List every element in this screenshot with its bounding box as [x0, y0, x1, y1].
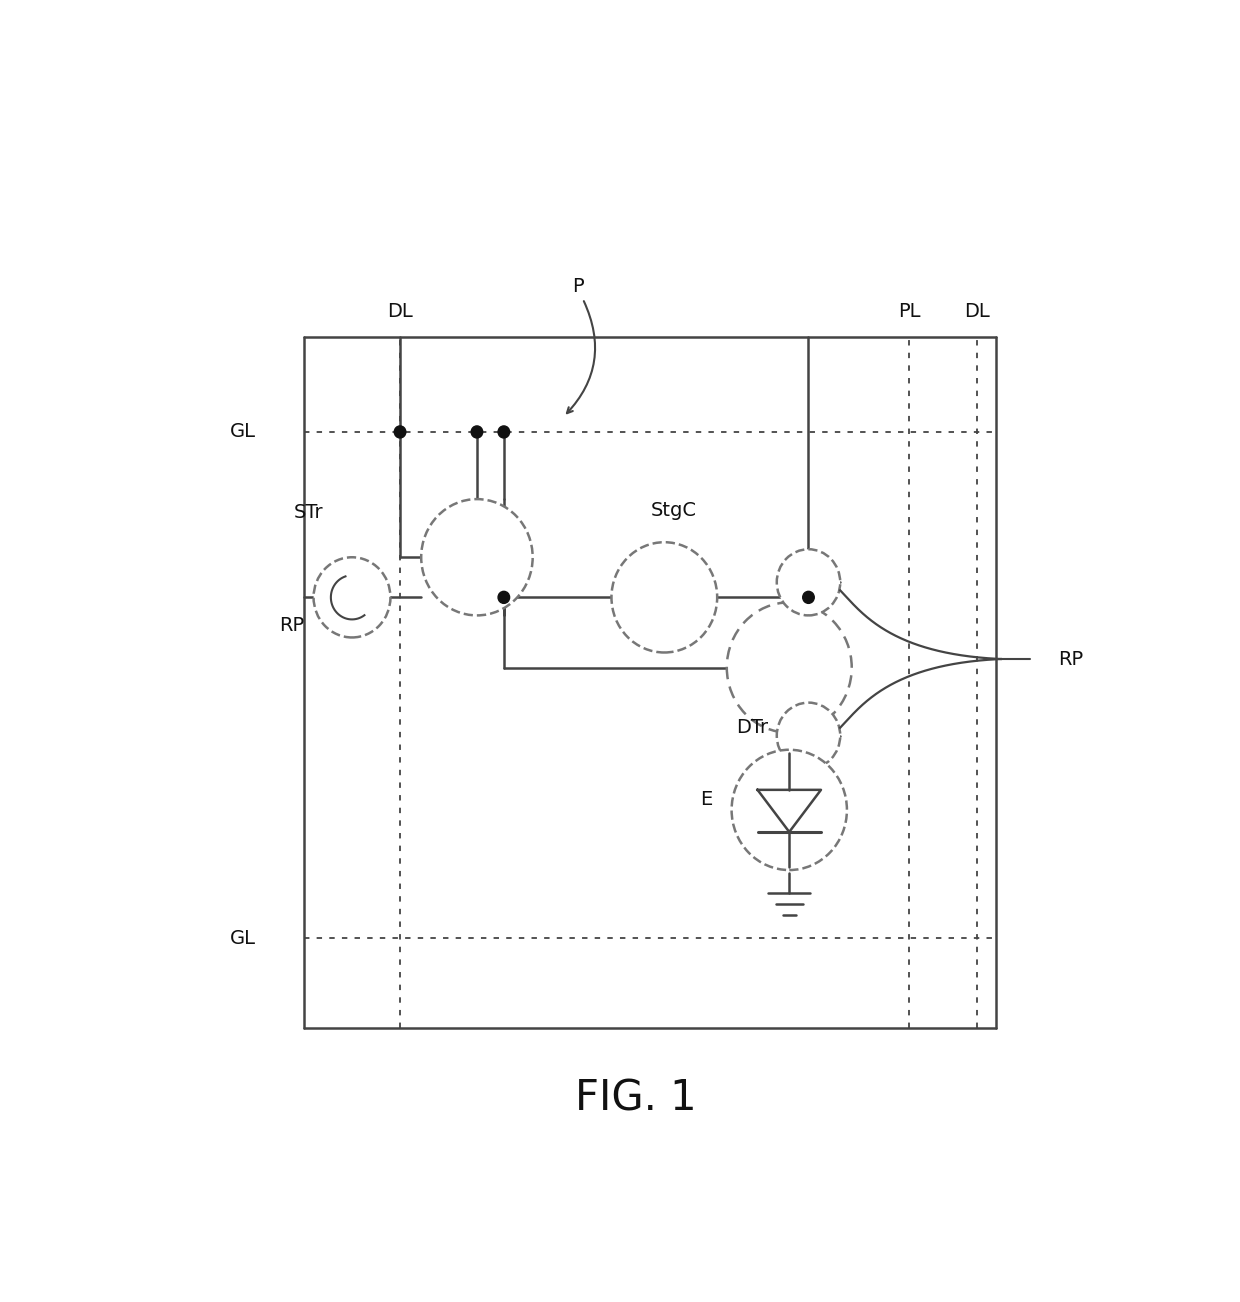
Circle shape [776, 549, 841, 616]
Circle shape [498, 591, 510, 603]
Circle shape [732, 750, 847, 870]
Text: E: E [701, 790, 713, 810]
Text: RP: RP [279, 616, 304, 635]
Circle shape [422, 499, 533, 616]
Circle shape [727, 603, 852, 733]
Circle shape [498, 426, 510, 437]
Circle shape [776, 703, 841, 768]
Text: PL: PL [898, 302, 920, 322]
Text: RP: RP [1058, 650, 1084, 668]
Text: DL: DL [387, 302, 413, 322]
Text: GL: GL [229, 928, 255, 948]
Text: FIG. 1: FIG. 1 [574, 1078, 697, 1120]
Text: P: P [572, 277, 584, 296]
Text: DL: DL [963, 302, 990, 322]
Text: STr: STr [294, 503, 324, 522]
Text: DTr: DTr [737, 719, 769, 737]
Circle shape [314, 557, 391, 638]
Circle shape [471, 426, 482, 437]
Text: GL: GL [229, 422, 255, 441]
Circle shape [611, 542, 717, 652]
Circle shape [802, 591, 815, 603]
Text: StgC: StgC [651, 501, 697, 519]
Circle shape [394, 426, 405, 437]
Polygon shape [758, 790, 821, 832]
